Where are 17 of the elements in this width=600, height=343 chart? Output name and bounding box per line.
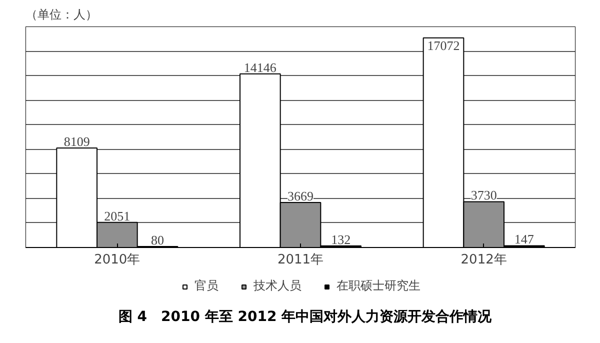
data-label: 3730 [470,188,497,203]
legend-label: 在职硕士研究生 [336,278,420,294]
x-tick-label: 2012年 [460,252,507,268]
data-label: 17072 [427,38,460,53]
text: （单位：人） [26,8,98,22]
x-tick-label: 2011年 [277,252,324,268]
data-label: 2051 [104,208,130,224]
x-tick-label: 2010年 [94,252,140,268]
text: 图 4 2010 年至 2012 年中国对外人力资源开发合作情况 [117,308,493,327]
data-label: 14146 [244,60,277,75]
data-label: 132 [331,232,351,247]
data-label: 3669 [288,188,314,204]
data-label: 80 [151,232,164,248]
data-label: 8109 [64,134,90,149]
legend-label: 官员 [194,278,218,294]
data-label: 147 [514,232,534,247]
legend-label: 技术人员 [254,278,302,294]
